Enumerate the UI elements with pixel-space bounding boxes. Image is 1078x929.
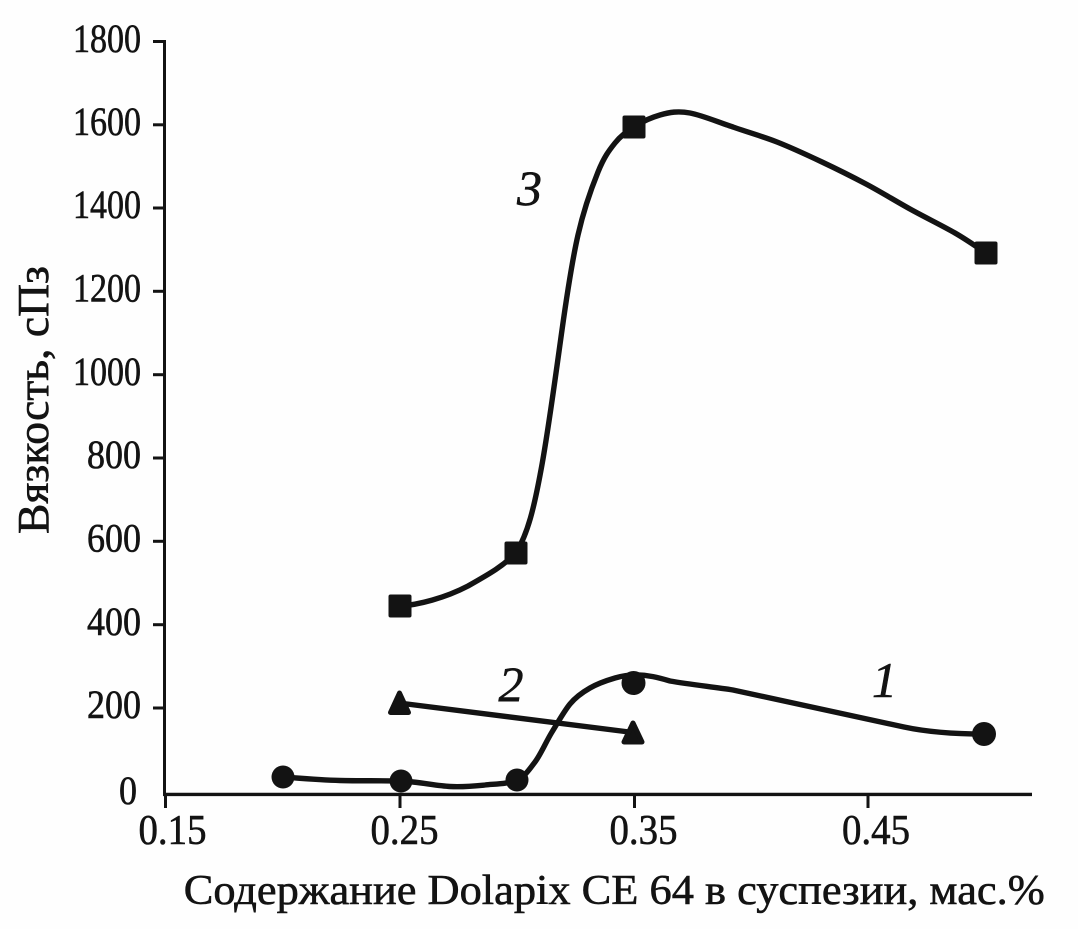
svg-text:1000: 1000 bbox=[73, 349, 141, 394]
svg-text:0.25: 0.25 bbox=[371, 808, 439, 854]
svg-text:0.45: 0.45 bbox=[842, 808, 910, 854]
svg-text:800: 800 bbox=[87, 432, 141, 477]
svg-text:0.15: 0.15 bbox=[139, 808, 207, 854]
svg-text:1800: 1800 bbox=[73, 16, 141, 61]
svg-text:0: 0 bbox=[119, 768, 137, 813]
svg-text:200: 200 bbox=[87, 682, 141, 727]
svg-text:1600: 1600 bbox=[73, 99, 141, 144]
svg-text:2: 2 bbox=[499, 656, 524, 712]
svg-text:Содержание Dolapix CE 64 в сус: Содержание Dolapix CE 64 в суспезии, мас… bbox=[184, 868, 1045, 914]
svg-text:1: 1 bbox=[872, 652, 897, 708]
svg-text:1400: 1400 bbox=[73, 182, 141, 227]
svg-text:0.35: 0.35 bbox=[610, 808, 678, 854]
svg-text:3: 3 bbox=[516, 160, 542, 216]
svg-text:Вязкость, сПз: Вязкость, сПз bbox=[9, 266, 58, 534]
svg-text:600: 600 bbox=[87, 516, 141, 561]
svg-text:1200: 1200 bbox=[73, 266, 141, 311]
svg-text:400: 400 bbox=[87, 599, 141, 644]
